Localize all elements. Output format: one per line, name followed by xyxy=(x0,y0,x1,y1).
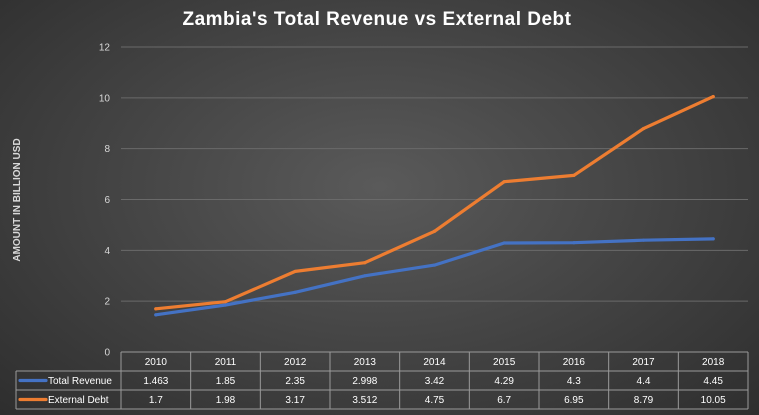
data-table-cell-total-revenue: 4.4 xyxy=(637,376,651,387)
data-point-external-debt xyxy=(711,94,715,99)
series-line-external-debt xyxy=(154,94,715,311)
data-table-cell-total-revenue: 2.35 xyxy=(285,376,305,387)
data-table-cell-total-revenue: 4.29 xyxy=(494,376,514,387)
data-table-cell-total-revenue: 4.3 xyxy=(567,376,581,387)
x-category-label: 2010 xyxy=(145,357,168,368)
data-point-external-debt xyxy=(154,307,158,311)
legend-label-total-revenue: Total Revenue xyxy=(48,376,112,387)
data-point-total-revenue xyxy=(641,238,646,242)
data-point-external-debt xyxy=(223,300,228,304)
data-table-cell-total-revenue: 3.42 xyxy=(425,376,445,387)
data-table-cell-external-debt: 8.79 xyxy=(634,395,654,406)
data-point-total-revenue xyxy=(572,241,576,245)
x-category-label: 2017 xyxy=(632,357,655,368)
y-tick-label: 10 xyxy=(99,93,111,104)
y-tick-label: 2 xyxy=(104,297,110,308)
data-point-external-debt xyxy=(641,126,646,131)
y-tick-label: 6 xyxy=(104,195,110,206)
x-category-label: 2014 xyxy=(423,357,446,368)
data-point-external-debt xyxy=(363,261,367,265)
data-table-cell-external-debt: 3.17 xyxy=(285,395,305,406)
data-point-total-revenue xyxy=(154,313,158,317)
y-tick-label: 12 xyxy=(99,43,111,54)
chart-title: Zambia's Total Revenue vs External Debt xyxy=(182,9,571,30)
data-point-total-revenue xyxy=(223,303,228,307)
x-category-label: 2011 xyxy=(215,357,237,368)
data-point-total-revenue xyxy=(711,237,715,241)
data-table-cell-external-debt: 6.7 xyxy=(497,395,511,406)
data-table-cell-external-debt: 3.512 xyxy=(352,395,377,406)
y-axis-label: AMOUNT IN BILLION USD xyxy=(12,138,23,261)
data-table-cell-total-revenue: 1.85 xyxy=(216,376,236,387)
y-tick-label: 8 xyxy=(104,144,110,155)
data-point-total-revenue xyxy=(293,290,297,294)
data-table-cell-total-revenue: 2.998 xyxy=(352,376,377,387)
x-category-label: 2012 xyxy=(284,357,307,368)
data-point-total-revenue xyxy=(363,274,367,278)
data-point-total-revenue xyxy=(432,263,437,267)
legend-label-external-debt: External Debt xyxy=(48,395,109,406)
x-category-label: 2015 xyxy=(493,357,516,368)
y-tick-label: 4 xyxy=(104,246,110,257)
data-point-external-debt xyxy=(293,269,297,274)
data-table-cell-external-debt: 6.95 xyxy=(564,395,584,406)
data-table-cell-external-debt: 1.98 xyxy=(216,395,236,406)
data-point-external-debt xyxy=(502,180,506,184)
y-tick-label: 0 xyxy=(104,348,110,359)
data-table-cell-external-debt: 1.7 xyxy=(149,395,163,406)
x-category-label: 2018 xyxy=(702,357,725,368)
data-point-external-debt xyxy=(432,229,437,233)
data-point-total-revenue xyxy=(502,241,506,245)
data-table-cell-total-revenue: 1.463 xyxy=(143,376,168,387)
data-table-cell-external-debt: 4.75 xyxy=(425,395,445,406)
x-category-label: 2016 xyxy=(563,357,586,368)
data-table-cell-total-revenue: 4.45 xyxy=(703,376,723,387)
data-point-external-debt xyxy=(572,173,576,177)
x-category-label: 2013 xyxy=(354,357,377,368)
data-table-cell-external-debt: 10.05 xyxy=(701,395,726,406)
